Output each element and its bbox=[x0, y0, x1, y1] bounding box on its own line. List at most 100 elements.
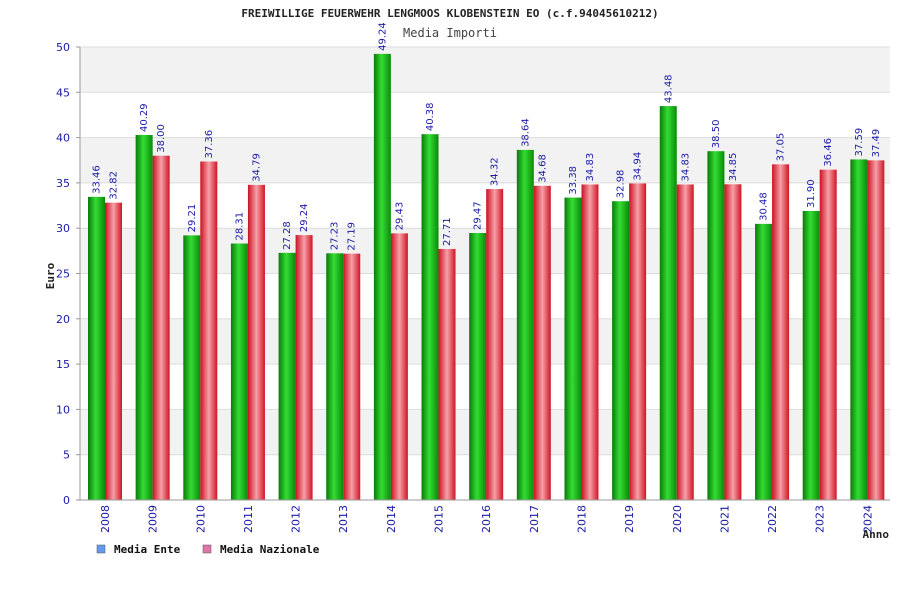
bar-value-label: 37.36 bbox=[204, 130, 215, 159]
x-tick-label: 2020 bbox=[671, 505, 684, 533]
x-tick-label: 2009 bbox=[147, 505, 160, 533]
bar-value-label: 38.50 bbox=[711, 120, 722, 149]
bar-value-label: 29.43 bbox=[394, 202, 405, 231]
y-axis-label: Euro bbox=[44, 262, 57, 289]
bar-value-label: 29.24 bbox=[299, 203, 310, 232]
bar-value-label: 34.79 bbox=[251, 153, 262, 182]
bar-media-nazionale bbox=[247, 184, 265, 500]
bars bbox=[88, 53, 885, 501]
bar-media-ente bbox=[88, 196, 105, 500]
x-tick-label: 2019 bbox=[623, 505, 636, 533]
bar-value-label: 34.32 bbox=[490, 157, 501, 186]
legend-label: Media Ente bbox=[114, 543, 181, 556]
y-tick-label: 20 bbox=[56, 313, 70, 326]
x-tick-label: 2017 bbox=[528, 505, 541, 533]
bar-value-label: 27.19 bbox=[347, 222, 358, 251]
x-tick-label: 2018 bbox=[575, 505, 588, 533]
bar-media-ente bbox=[802, 210, 820, 500]
bar-value-label: 31.90 bbox=[806, 179, 817, 208]
bar-value-label: 34.83 bbox=[680, 153, 691, 182]
x-tick-label: 2022 bbox=[766, 505, 779, 533]
chart-subtitle: Media Importi bbox=[403, 26, 497, 40]
bar-value-label: 43.48 bbox=[663, 74, 674, 103]
bar-media-ente bbox=[755, 223, 773, 500]
bar-value-label: 40.38 bbox=[425, 103, 436, 132]
bar-media-ente bbox=[564, 197, 582, 500]
x-tick-labels: 2008 2009 2010 2011 2012 2013 2014 2015 2016 2017… bbox=[99, 505, 874, 533]
y-tick-label: 15 bbox=[56, 358, 70, 371]
bar-value-label: 29.47 bbox=[473, 201, 484, 230]
bar-media-ente bbox=[183, 235, 201, 500]
x-tick-label: 2011 bbox=[242, 505, 255, 533]
bar-value-label: 40.29 bbox=[139, 103, 150, 132]
bar-media-nazionale bbox=[295, 235, 313, 500]
bar-value-label: 33.46 bbox=[92, 165, 103, 194]
x-tick-label: 2014 bbox=[385, 505, 398, 533]
bar-value-label: 34.83 bbox=[585, 153, 596, 182]
y-tick-label: 25 bbox=[56, 268, 70, 281]
x-tick-label: 2008 bbox=[99, 505, 112, 533]
bar-value-label: 38.64 bbox=[520, 118, 531, 147]
bar-media-nazionale bbox=[390, 233, 408, 500]
bar-media-nazionale bbox=[533, 185, 551, 500]
y-tick-label: 5 bbox=[63, 449, 70, 462]
bar-value-label: 37.05 bbox=[776, 133, 787, 162]
x-tick-label: 2024 bbox=[861, 505, 874, 533]
legend-label: Media Nazionale bbox=[220, 543, 320, 556]
bar-media-nazionale bbox=[629, 183, 647, 500]
bar-media-ente bbox=[278, 252, 296, 500]
y-tick-label: 35 bbox=[56, 177, 70, 190]
bar-value-label: 36.46 bbox=[823, 138, 834, 167]
bar-media-nazionale bbox=[724, 184, 742, 500]
bar-value-label: 37.49 bbox=[871, 129, 882, 158]
bar-media-nazionale bbox=[152, 155, 170, 500]
bar-value-label: 33.38 bbox=[568, 166, 579, 195]
bar-media-ente bbox=[516, 149, 534, 500]
bar-media-nazionale bbox=[105, 202, 122, 500]
chart-title: FREIWILLIGE FEUERWEHR LENGMOOS KLOBENSTE… bbox=[241, 7, 658, 20]
bar-value-label: 32.82 bbox=[109, 171, 120, 200]
bar-value-label: 32.98 bbox=[616, 170, 627, 199]
bar-media-ente bbox=[421, 134, 439, 500]
x-tick-label: 2013 bbox=[337, 505, 350, 533]
bar-value-label: 27.71 bbox=[442, 217, 453, 246]
y-tick-label: 50 bbox=[56, 41, 70, 54]
bar-media-ente bbox=[326, 253, 344, 500]
x-tick-label: 2016 bbox=[480, 505, 493, 533]
value-labels: 33.46 40.29 29.21 28.31 27.28 27.23 49.24 40.38… bbox=[92, 22, 882, 250]
bar-media-nazionale bbox=[772, 164, 790, 500]
bar-media-ente bbox=[230, 243, 248, 500]
bar-media-nazionale bbox=[676, 184, 694, 501]
bar-value-label: 29.21 bbox=[187, 204, 198, 233]
bar-media-nazionale bbox=[581, 184, 599, 501]
bar-media-nazionale bbox=[486, 189, 504, 501]
bar-media-ente bbox=[850, 159, 868, 500]
y-tick-label: 40 bbox=[56, 132, 70, 145]
bar-value-label: 28.31 bbox=[234, 212, 245, 241]
bar-media-nazionale bbox=[438, 248, 456, 500]
bar-value-label: 30.48 bbox=[759, 192, 770, 221]
bar-media-nazionale bbox=[867, 160, 885, 500]
legend-swatch bbox=[96, 544, 106, 554]
bar-value-label: 49.24 bbox=[377, 22, 388, 51]
bar-media-nazionale bbox=[343, 253, 361, 500]
x-tick-label: 2015 bbox=[433, 505, 446, 533]
bar-value-label: 34.85 bbox=[728, 153, 739, 182]
bar-media-ente bbox=[135, 134, 153, 500]
y-tick-labels: 0 5 10 15 20 25 30 35 40 45 50 bbox=[56, 41, 70, 507]
plot-band bbox=[80, 92, 890, 138]
y-tick-label: 30 bbox=[56, 222, 70, 235]
y-tick-label: 10 bbox=[56, 403, 70, 416]
x-tick-label: 2021 bbox=[718, 505, 731, 533]
bar-media-ente bbox=[612, 201, 630, 500]
bar-media-ente bbox=[707, 151, 725, 500]
bar-value-label: 27.23 bbox=[330, 222, 341, 251]
bar-media-ente bbox=[659, 106, 677, 500]
bar-value-label: 34.68 bbox=[537, 154, 548, 183]
axes bbox=[79, 47, 890, 501]
bar-value-label: 27.28 bbox=[282, 221, 293, 250]
bar-value-label: 34.94 bbox=[633, 152, 644, 181]
x-axis-label: Anno bbox=[863, 528, 890, 541]
y-tick-label: 45 bbox=[56, 86, 70, 99]
